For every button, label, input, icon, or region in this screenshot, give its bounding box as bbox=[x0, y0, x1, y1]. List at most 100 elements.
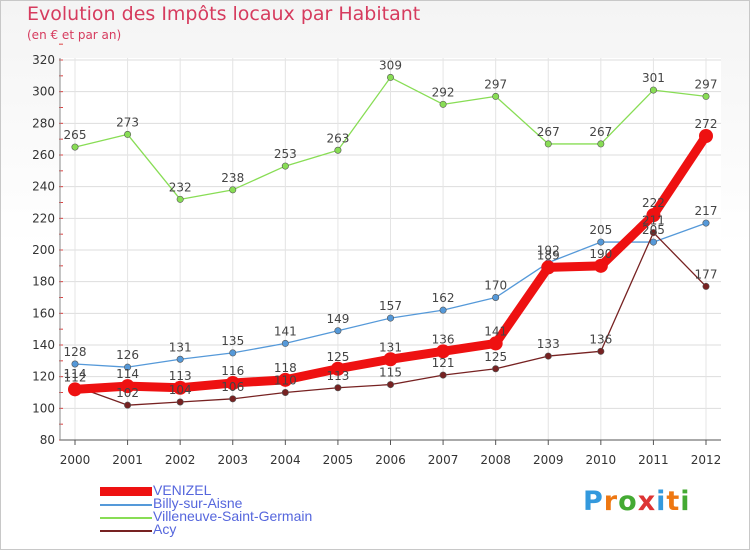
data-label: 267 bbox=[537, 125, 560, 139]
data-label: 136 bbox=[589, 332, 612, 346]
data-label: 192 bbox=[537, 244, 560, 258]
data-label: 118 bbox=[274, 361, 297, 375]
data-point bbox=[597, 238, 605, 246]
data-point bbox=[334, 384, 342, 392]
y-tick-label: 180 bbox=[32, 275, 55, 289]
data-label: 301 bbox=[642, 71, 665, 85]
data-point bbox=[436, 344, 451, 359]
data-point bbox=[386, 314, 394, 322]
data-label: 135 bbox=[221, 334, 244, 348]
data-label: 162 bbox=[432, 291, 455, 305]
x-tick-label: 2010 bbox=[586, 453, 617, 467]
data-label: 309 bbox=[379, 58, 402, 72]
data-point bbox=[492, 293, 500, 301]
x-tick-label: 2005 bbox=[323, 453, 354, 467]
data-label: 297 bbox=[484, 77, 507, 91]
data-point bbox=[488, 336, 503, 351]
x-tick-label: 2007 bbox=[428, 453, 459, 467]
legend-label: Acy bbox=[153, 521, 177, 537]
data-label: 238 bbox=[221, 171, 244, 185]
data-point bbox=[593, 258, 608, 273]
logo-letter: i bbox=[656, 486, 667, 517]
data-label: 136 bbox=[432, 332, 455, 346]
data-point bbox=[439, 100, 447, 108]
data-label: 128 bbox=[64, 345, 87, 359]
data-label: 116 bbox=[221, 364, 244, 378]
x-tick-label: 2004 bbox=[270, 453, 301, 467]
data-label: 113 bbox=[326, 369, 349, 383]
legend-swatch bbox=[100, 487, 152, 496]
data-label: 149 bbox=[326, 312, 349, 326]
data-label: 297 bbox=[695, 77, 718, 91]
x-tick-label: 2000 bbox=[60, 453, 91, 467]
data-point bbox=[649, 238, 657, 246]
data-point bbox=[124, 401, 132, 409]
data-label: 267 bbox=[589, 125, 612, 139]
data-label: 190 bbox=[589, 247, 612, 261]
data-point bbox=[124, 363, 132, 371]
data-point bbox=[176, 398, 184, 406]
y-tick-label: 160 bbox=[32, 306, 55, 320]
logo-letter: t bbox=[666, 486, 681, 517]
data-point bbox=[229, 186, 237, 194]
data-point bbox=[702, 219, 710, 227]
y-tick-label: 300 bbox=[32, 85, 55, 99]
legend-label: Villeneuve-Saint-Germain bbox=[153, 508, 313, 524]
data-label: 211 bbox=[642, 214, 665, 228]
data-label: 205 bbox=[642, 223, 665, 237]
data-point bbox=[386, 73, 394, 81]
data-label: 273 bbox=[116, 115, 139, 129]
legend-label: VENIZEL bbox=[153, 482, 212, 498]
data-label: 131 bbox=[169, 340, 192, 354]
data-label: 121 bbox=[432, 356, 455, 370]
legend-label: Billy-sur-Aisne bbox=[153, 495, 243, 511]
data-point bbox=[597, 347, 605, 355]
legend-swatch bbox=[100, 504, 152, 506]
y-tick-label: 120 bbox=[32, 370, 55, 384]
data-point bbox=[71, 360, 79, 368]
x-tick-label: 2006 bbox=[375, 453, 406, 467]
data-point bbox=[492, 92, 500, 100]
data-point bbox=[176, 355, 184, 363]
y-tick-label: 320 bbox=[32, 53, 55, 67]
data-label: 125 bbox=[484, 350, 507, 364]
y-tick-label: 240 bbox=[32, 180, 55, 194]
data-point bbox=[544, 352, 552, 360]
data-label: 217 bbox=[695, 204, 718, 218]
data-point bbox=[229, 349, 237, 357]
data-point bbox=[386, 381, 394, 389]
x-tick-label: 2003 bbox=[217, 453, 248, 467]
data-label: 232 bbox=[169, 180, 192, 194]
data-point bbox=[281, 162, 289, 170]
data-point bbox=[439, 371, 447, 379]
data-point bbox=[281, 339, 289, 347]
data-label: 170 bbox=[484, 279, 507, 293]
chart-subtitle: (en € et par an) bbox=[27, 28, 122, 42]
y-tick-label: 200 bbox=[32, 243, 55, 257]
y-tick-label: 260 bbox=[32, 148, 55, 162]
y-tick-label: 80 bbox=[40, 433, 55, 447]
data-point bbox=[702, 282, 710, 290]
data-point bbox=[173, 380, 188, 395]
data-point bbox=[702, 92, 710, 100]
legend-swatch bbox=[100, 517, 152, 519]
data-label: 114 bbox=[64, 367, 87, 381]
data-point bbox=[544, 140, 552, 148]
data-point bbox=[278, 372, 293, 387]
data-point bbox=[492, 365, 500, 373]
data-point bbox=[597, 140, 605, 148]
data-point bbox=[225, 376, 240, 390]
logo-letter: x bbox=[637, 486, 657, 517]
x-tick-label: 2008 bbox=[480, 453, 511, 467]
x-tick-label: 2011 bbox=[638, 453, 669, 467]
data-label: 115 bbox=[379, 366, 402, 380]
data-label: 265 bbox=[64, 128, 87, 142]
data-point bbox=[649, 86, 657, 94]
data-label: 141 bbox=[484, 324, 507, 338]
data-point bbox=[120, 379, 135, 394]
data-point bbox=[176, 195, 184, 203]
data-label: 141 bbox=[274, 324, 297, 338]
data-point bbox=[439, 306, 447, 314]
y-tick-label: 100 bbox=[32, 401, 55, 415]
